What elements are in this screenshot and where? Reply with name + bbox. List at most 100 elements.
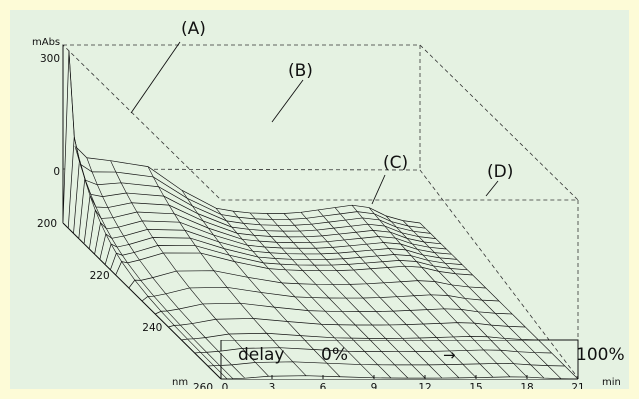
surface-column-line [289,219,295,226]
surface-column-line [399,260,405,267]
surface-column-line [153,176,159,187]
surface-column-line [413,231,420,237]
annotation-b: (B) [288,61,313,81]
surface-column-line [466,350,481,365]
surface-column-line [425,227,431,234]
surface-column-line [147,296,162,312]
surface-column-line [193,338,207,353]
surface-column-line [99,259,106,265]
surface-column-line [408,225,414,232]
surface-column-line [504,338,518,352]
time-tick-label: 0 [222,382,229,389]
surface-column-line [181,190,188,199]
surface-column-line [378,236,384,243]
time-tick-label: 18 [520,382,533,389]
surface-column-line [116,253,122,262]
surface-column-line [189,237,196,246]
surface-column-line [243,223,250,230]
surface-column-line [426,309,441,324]
surface-column-line [421,267,436,282]
surface-column-line [349,245,356,252]
surface-column-line [270,236,277,243]
surface-column-line [338,324,352,339]
surface-column-line [451,284,466,299]
surface-column-line [372,324,386,339]
surface-column-line [417,280,432,296]
surface-column-line [68,50,75,138]
surface-row-line [110,245,468,271]
surface-column-line [136,211,143,222]
surface-column-line [174,213,180,223]
surface-column-line [440,243,447,250]
surface-column-line [259,240,265,248]
surface-column-line [197,213,204,222]
surface-column-line [534,352,549,366]
surface-column-line [78,238,85,245]
surface-column-line [266,333,280,348]
surface-column-line [179,222,186,231]
surface-column-line [481,299,496,314]
surface-column-line [166,310,181,326]
surface-column-line [134,279,149,297]
surface-column-line [400,281,415,296]
surface-column-line [292,361,307,376]
surface-column-line [530,364,545,379]
time-axis-unit-label: min [602,377,621,388]
wavelength-tick-label: 220 [90,270,110,282]
surface-column-line [336,270,351,285]
surface-column-line [100,222,107,235]
surface-column-line [110,160,117,173]
surface-column-line [436,337,450,352]
surface-column-line [350,225,357,233]
surface-column-line [239,302,254,319]
surface-column-line [479,363,494,378]
surface-column-line [231,226,238,234]
surface-column-line [477,311,492,326]
surface-column-line [282,230,289,238]
surface-column-line [298,248,305,255]
surface-column-line [160,311,175,326]
surface-column-line [266,213,273,220]
surface-column-line [334,207,341,215]
surface-column-line [115,274,130,289]
surface-column-line [299,230,306,238]
surface-column-line [462,364,477,378]
surface-column-line [291,259,298,266]
surface-column-line [377,364,392,379]
surface-row-fill [168,318,526,327]
z-tick-label: 300 [40,53,60,65]
surface-column-line [382,261,388,268]
surface-column-line [314,264,320,271]
surface-column-line [419,337,433,352]
surface-column-line [394,364,409,379]
surface-column-line [268,268,283,284]
surface-row-line [207,361,565,367]
surface-column-line [379,219,386,227]
surface-column-line [457,322,471,337]
time-tick-label: 21 [571,382,584,389]
surface-column-line [332,247,339,254]
surface-column-line [178,308,193,324]
surface-column-line [444,262,451,269]
surface-column-line [494,313,509,327]
annotation-c: (C) [383,153,408,173]
surface-column-line [348,264,354,271]
surface-column-line [491,324,505,339]
surface-column-line [107,207,114,218]
surface-column-line [126,192,132,203]
surface-column-line [366,283,381,298]
surface-column-line [226,287,241,304]
surface-column-line [257,256,264,264]
surface-column-line [95,206,102,219]
surface-column-line [468,286,483,301]
surface-column-line [265,230,272,237]
surface-column-line [430,294,445,310]
surface-row-line [99,229,457,260]
surface-column-line [395,237,401,245]
surface-column-line [316,229,323,237]
surface-column-line [400,243,407,251]
surface-column-line [453,336,467,351]
surface-column-line [123,235,130,245]
surface-column-line [389,324,403,339]
surface-column-line [85,180,91,195]
